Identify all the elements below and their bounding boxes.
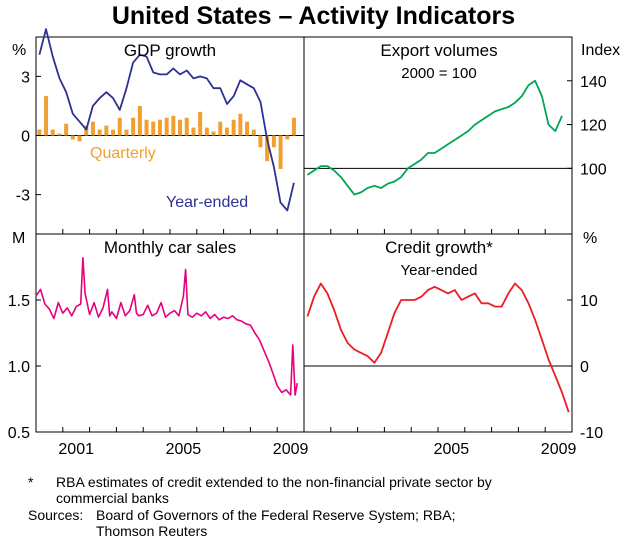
gdp-quarterly-bar bbox=[265, 135, 270, 162]
gdp-quarterly-bar bbox=[184, 117, 189, 136]
gdp-panel-title: GDP growth bbox=[124, 41, 216, 60]
gdp-quarterly-bar bbox=[191, 127, 196, 136]
gdp-quarterly-bar bbox=[204, 127, 209, 136]
footnote-marker: * bbox=[28, 474, 34, 490]
exports-panel-subtitle: 2000 = 100 bbox=[401, 65, 477, 82]
gdp-ytick-label: 0 bbox=[21, 129, 30, 146]
gdp-quarterly-bar bbox=[218, 121, 223, 136]
gdp-quarterly-annotation: Quarterly bbox=[90, 145, 156, 162]
car-sales-ytick-label: 1.0 bbox=[8, 359, 30, 376]
credit-ytick-label: 0 bbox=[580, 359, 589, 376]
car-sales-ytick-label: 0.5 bbox=[8, 425, 30, 442]
gdp-quarterly-bar bbox=[271, 135, 276, 148]
gdp-quarterly-bar bbox=[57, 133, 62, 136]
credit-xtick-label: 2009 bbox=[541, 441, 577, 458]
gdp-quarterly-bar bbox=[137, 105, 142, 136]
car-sales-line bbox=[35, 256, 299, 396]
gdp-quarterly-bar bbox=[151, 121, 156, 136]
car-sales-xtick-label: 2001 bbox=[58, 441, 94, 458]
gdp-quarterly-bar bbox=[291, 117, 296, 136]
gdp-quarterly-bar bbox=[97, 129, 102, 136]
gdp-quarterly-bar bbox=[50, 129, 55, 136]
exports-y-unit: Index bbox=[581, 42, 620, 59]
sources-line-2: Thomson Reuters bbox=[96, 523, 208, 539]
gdp-ytick-label: 3 bbox=[21, 69, 30, 86]
gdp-quarterly-bar bbox=[238, 113, 243, 136]
gdp-quarterly-bar bbox=[224, 127, 229, 136]
chart-title: United States – Activity Indicators bbox=[111, 2, 516, 30]
car-sales-panel-title: Monthly car sales bbox=[104, 238, 236, 257]
gdp-y-unit: % bbox=[12, 42, 26, 59]
gdp-quarterly-bar bbox=[104, 125, 109, 136]
credit-panel-title: Credit growth* bbox=[385, 238, 493, 257]
gdp-quarterly-bar bbox=[278, 135, 283, 169]
credit-ytick-label: -10 bbox=[580, 425, 603, 442]
exports-ytick-label: 120 bbox=[580, 118, 607, 135]
gdp-year-ended-line bbox=[38, 28, 295, 212]
gdp-quarterly-bar bbox=[164, 117, 169, 136]
gdp-quarterly-bar bbox=[111, 129, 116, 136]
credit-ytick-label: 10 bbox=[580, 293, 598, 310]
gdp-year-ended-annotation: Year-ended bbox=[166, 194, 248, 211]
gdp-quarterly-bar bbox=[231, 119, 236, 136]
exports-panel-title: Export volumes bbox=[380, 41, 497, 60]
gdp-quarterly-bar bbox=[131, 117, 136, 136]
car-sales-xtick-label: 2009 bbox=[273, 441, 309, 458]
gdp-quarterly-bar bbox=[178, 119, 183, 136]
gdp-quarterly-bar bbox=[258, 135, 263, 148]
gdp-quarterly-bar bbox=[64, 123, 69, 136]
gdp-quarterly-bar bbox=[124, 129, 129, 136]
exports-line bbox=[306, 79, 563, 196]
gdp-quarterly-bar bbox=[37, 129, 42, 136]
car-sales-y-unit: M bbox=[12, 230, 25, 247]
gdp-quarterly-bar bbox=[77, 135, 82, 142]
gdp-quarterly-bar bbox=[245, 121, 250, 136]
gdp-quarterly-bar bbox=[251, 129, 256, 136]
credit-y-unit: % bbox=[583, 230, 597, 247]
car-sales-ytick-label: 1.5 bbox=[8, 293, 30, 310]
credit-panel-subtitle: Year-ended bbox=[400, 262, 477, 279]
credit-xtick-label: 2005 bbox=[434, 441, 470, 458]
gdp-quarterly-bar bbox=[84, 125, 89, 136]
gdp-quarterly-bar bbox=[211, 131, 216, 136]
credit-growth-line bbox=[306, 282, 570, 413]
gdp-quarterly-bar bbox=[144, 119, 149, 136]
sources-label: Sources: bbox=[28, 507, 84, 523]
footnote-line-2: commercial banks bbox=[56, 490, 169, 506]
gdp-quarterly-bar bbox=[198, 111, 203, 136]
gdp-ytick-label: -3 bbox=[16, 188, 30, 205]
footnote-line-1: RBA estimates of credit extended to the … bbox=[56, 474, 492, 490]
gdp-quarterly-bar bbox=[44, 96, 49, 136]
exports-ytick-label: 100 bbox=[580, 161, 607, 178]
exports-ytick-label: 140 bbox=[580, 74, 607, 91]
gdp-quarterly-bar bbox=[117, 117, 122, 136]
sources-line-1: Board of Governors of the Federal Reserv… bbox=[96, 507, 456, 523]
gdp-quarterly-bar bbox=[70, 135, 75, 140]
gdp-quarterly-bar bbox=[171, 115, 176, 136]
gdp-quarterly-bar bbox=[90, 121, 95, 136]
gdp-quarterly-bar bbox=[285, 135, 290, 140]
car-sales-xtick-label: 2005 bbox=[166, 441, 202, 458]
gdp-quarterly-bar bbox=[157, 119, 162, 136]
